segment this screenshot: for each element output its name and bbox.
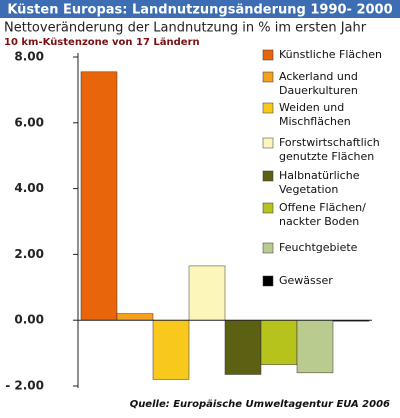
header-bar: [0, 0, 400, 18]
legend-line: Dauerkulturen: [279, 84, 358, 97]
legend-swatch: [262, 202, 274, 214]
bar: [296, 319, 334, 374]
legend-line: Mischflächen: [279, 115, 351, 128]
legend-line: Vegetation: [279, 183, 338, 196]
legend-label: Halbnatürliche Vegetation: [279, 169, 360, 196]
legend-label: Weiden und Mischflächen: [279, 101, 351, 128]
legend-label: Gewässer: [279, 274, 333, 287]
bar: [260, 319, 298, 365]
bar: [152, 319, 190, 380]
chart-title: Küsten Europas: Landnutzungsänderung 199…: [7, 3, 392, 18]
y-tick-label: - 2.00: [5, 379, 44, 393]
legend-line: nackter Boden: [279, 215, 359, 228]
legend-line: Ackerland und: [279, 70, 358, 83]
y-tick-label: 6.00: [14, 115, 44, 129]
legend-swatch: [262, 71, 274, 83]
legend-swatch: [262, 102, 274, 114]
legend-line: Weiden und: [279, 101, 344, 114]
legend-swatch: [262, 137, 274, 149]
legend-label: Feuchtgebiete: [279, 241, 358, 254]
bar: [116, 313, 154, 321]
y-tick-label: 8.00: [14, 50, 44, 64]
legend-line: Gewässer: [279, 274, 333, 287]
source: Quelle: Europäische Umweltagentur EUA 20…: [130, 399, 390, 410]
y-tick-label: 2.00: [14, 247, 44, 261]
bar: [224, 319, 262, 375]
legend-line: genutzte Flächen: [279, 150, 374, 163]
legend-line: Halbnatürliche: [279, 169, 360, 182]
legend-line: Künstliche Flächen: [279, 48, 382, 61]
legend-swatch: [262, 49, 274, 61]
legend-label: Ackerland und Dauerkulturen: [279, 70, 358, 97]
legend-line: Offene Flächen/: [279, 201, 366, 214]
bar: [188, 265, 226, 321]
chart-note: 10 km-Küstenzone von 17 Ländern: [4, 37, 200, 48]
legend-line: Forstwirtschaftlich: [279, 136, 380, 149]
legend-label: Forstwirtschaftlich genutzte Flächen: [279, 136, 380, 163]
bar: [80, 71, 118, 321]
chart-subtitle: Nettoveränderung der Landnutzung in % im…: [4, 21, 367, 36]
legend-label: Offene Flächen/nackter Boden: [279, 201, 366, 228]
y-tick-label: 4.00: [14, 181, 44, 195]
legend-line: Feuchtgebiete: [279, 241, 358, 254]
y-tick-label: 0.00: [14, 313, 44, 327]
legend-label: Künstliche Flächen: [279, 48, 382, 61]
legend-swatch: [262, 170, 274, 182]
legend-swatch: [262, 275, 274, 287]
legend-swatch: [262, 242, 274, 254]
